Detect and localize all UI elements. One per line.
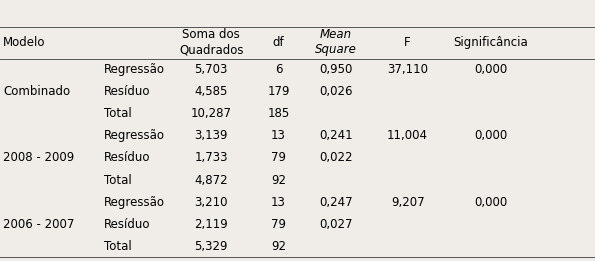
Text: 4,872: 4,872 bbox=[195, 174, 228, 187]
Text: 0,247: 0,247 bbox=[320, 196, 353, 209]
Text: 4,585: 4,585 bbox=[195, 85, 228, 98]
Text: Resíduo: Resíduo bbox=[104, 218, 151, 231]
Text: 10,287: 10,287 bbox=[191, 107, 231, 120]
Text: 0,241: 0,241 bbox=[320, 129, 353, 142]
Text: 92: 92 bbox=[271, 240, 286, 253]
Text: Total: Total bbox=[104, 240, 132, 253]
Text: 0,000: 0,000 bbox=[474, 196, 508, 209]
Text: 3,139: 3,139 bbox=[195, 129, 228, 142]
Text: Mean
Square: Mean Square bbox=[315, 28, 357, 56]
Text: Regressão: Regressão bbox=[104, 196, 165, 209]
Text: 3,210: 3,210 bbox=[195, 196, 228, 209]
Text: Modelo: Modelo bbox=[3, 36, 45, 49]
Text: 179: 179 bbox=[267, 85, 290, 98]
Text: df: df bbox=[273, 36, 284, 49]
Text: Total: Total bbox=[104, 174, 132, 187]
Text: 0,000: 0,000 bbox=[474, 63, 508, 76]
Text: Regressão: Regressão bbox=[104, 129, 165, 142]
Text: 0,027: 0,027 bbox=[320, 218, 353, 231]
Text: 2006 - 2007: 2006 - 2007 bbox=[3, 218, 74, 231]
Text: 2,119: 2,119 bbox=[195, 218, 228, 231]
Text: 0,000: 0,000 bbox=[474, 129, 508, 142]
Text: 37,110: 37,110 bbox=[387, 63, 428, 76]
Text: Significância: Significância bbox=[453, 36, 528, 49]
Text: 185: 185 bbox=[267, 107, 290, 120]
Text: 79: 79 bbox=[271, 151, 286, 164]
Text: 5,703: 5,703 bbox=[195, 63, 228, 76]
Text: Combinado: Combinado bbox=[3, 85, 70, 98]
Text: Total: Total bbox=[104, 107, 132, 120]
Text: 5,329: 5,329 bbox=[195, 240, 228, 253]
Text: Regressão: Regressão bbox=[104, 63, 165, 76]
Text: F: F bbox=[404, 36, 411, 49]
Text: 2008 - 2009: 2008 - 2009 bbox=[3, 151, 74, 164]
Text: 0,022: 0,022 bbox=[320, 151, 353, 164]
Text: Resíduo: Resíduo bbox=[104, 85, 151, 98]
Text: 13: 13 bbox=[271, 196, 286, 209]
Text: 13: 13 bbox=[271, 129, 286, 142]
Text: 11,004: 11,004 bbox=[387, 129, 428, 142]
Text: 1,733: 1,733 bbox=[195, 151, 228, 164]
Text: 92: 92 bbox=[271, 174, 286, 187]
Text: 79: 79 bbox=[271, 218, 286, 231]
Text: 0,026: 0,026 bbox=[320, 85, 353, 98]
Text: Resíduo: Resíduo bbox=[104, 151, 151, 164]
Text: 9,207: 9,207 bbox=[391, 196, 424, 209]
Text: 0,950: 0,950 bbox=[320, 63, 353, 76]
Text: 6: 6 bbox=[275, 63, 282, 76]
Text: Soma dos
Quadrados: Soma dos Quadrados bbox=[179, 28, 243, 56]
